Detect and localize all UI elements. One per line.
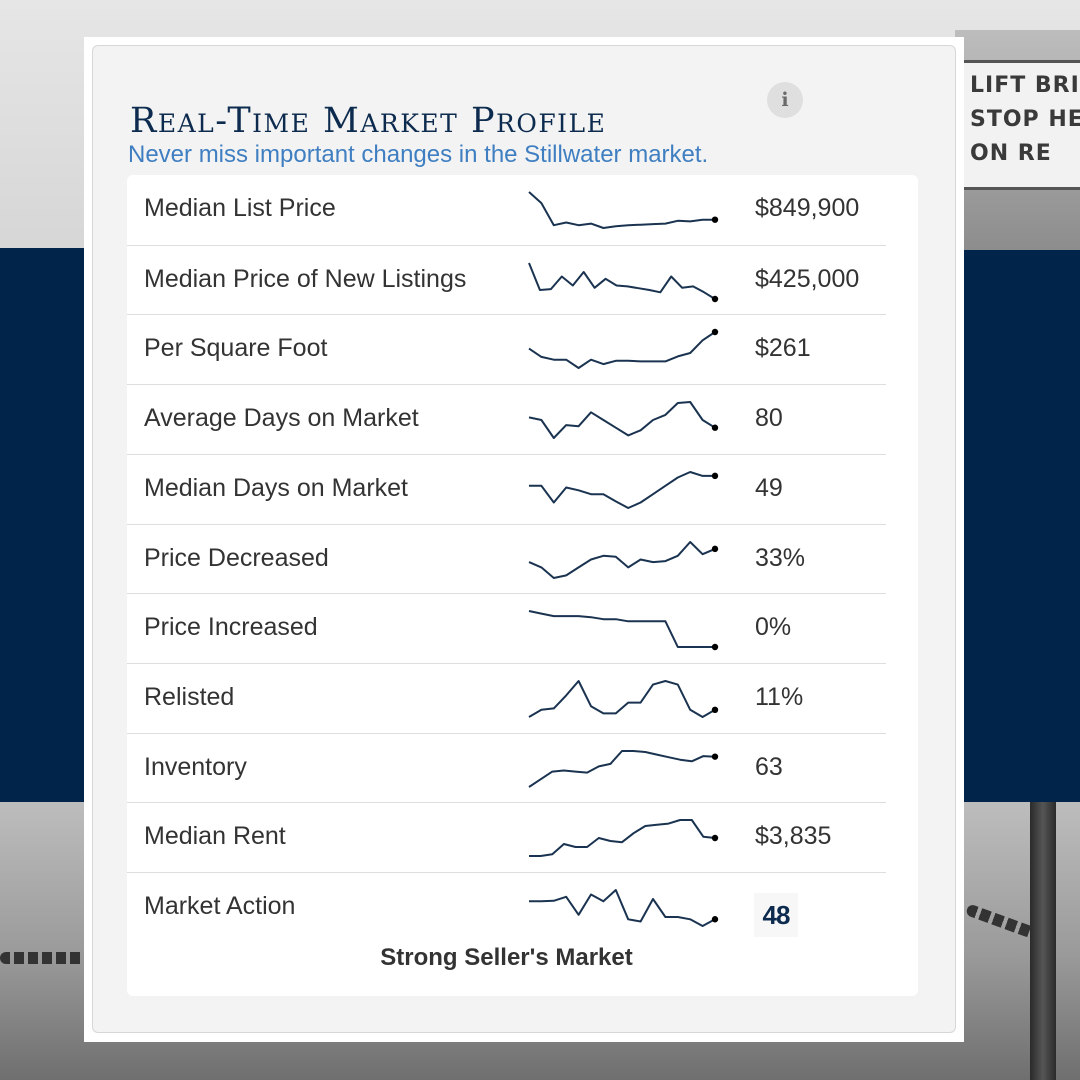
metric-label: Median List Price <box>144 194 336 222</box>
table-row[interactable]: Inventory 63 <box>127 732 886 803</box>
trend-sparkline <box>528 191 719 229</box>
metric-label: Average Days on Market <box>144 404 419 433</box>
metric-value: 0% <box>755 613 792 642</box>
subtitle: Never miss important changes in the Stil… <box>128 141 709 168</box>
trend-line <box>528 749 716 788</box>
metric-label: Per Square Foot <box>144 334 328 363</box>
page-title: Real-Time Market Profile <box>130 101 607 142</box>
trend-endpoint <box>711 643 719 651</box>
trend-endpoint <box>711 706 719 713</box>
table-row[interactable]: Median Rent $3,835 <box>127 802 886 872</box>
trend-line <box>529 819 716 858</box>
trend-sparkline <box>529 889 719 927</box>
trend-sparkline <box>528 401 719 440</box>
trend-endpoint <box>711 295 719 302</box>
trend-endpoint <box>711 424 719 432</box>
trend-sparkline <box>528 610 719 651</box>
trend-sparkline <box>529 470 719 509</box>
bridge-sign-photo: LIFT BRI STOP HE ON RE <box>955 30 1080 250</box>
table-row[interactable]: Median Days on Market 49 <box>127 453 886 524</box>
table-row[interactable]: Relisted 11% <box>127 662 886 733</box>
metric-label: Median Days on Market <box>144 473 409 502</box>
trend-line <box>529 889 716 927</box>
metric-label: Median Rent <box>144 822 286 851</box>
trend-endpoint <box>711 329 719 336</box>
table-row[interactable]: Price Decreased 33% <box>127 523 886 594</box>
trend-line <box>528 540 716 579</box>
market-action-verdict: Strong Seller's Market <box>380 944 633 971</box>
trend-sparkline <box>529 819 719 858</box>
trend-sparkline <box>528 749 719 788</box>
metric-value: 11% <box>755 682 804 711</box>
background-post <box>1030 802 1056 1080</box>
metric-label: Price Decreased <box>144 543 329 572</box>
metric-label: Market Action <box>144 892 296 920</box>
market-action-score: 48 <box>754 893 798 937</box>
metric-value: 80 <box>755 404 783 433</box>
metric-value: $425,000 <box>755 264 860 293</box>
metric-label: Inventory <box>144 752 247 781</box>
trend-sparkline <box>528 329 719 370</box>
trend-endpoint <box>711 916 719 923</box>
trend-endpoint <box>711 472 719 479</box>
info-icon[interactable]: i <box>767 82 803 118</box>
metric-value: $3,835 <box>755 822 832 851</box>
trend-line <box>528 610 715 649</box>
trend-sparkline <box>528 540 719 579</box>
trend-line <box>528 331 716 370</box>
trend-line <box>528 401 716 440</box>
metric-value: $261 <box>755 334 811 363</box>
trend-line <box>528 679 716 718</box>
trend-sparkline <box>528 262 719 302</box>
table-row[interactable]: Median List Price $849,900 <box>127 175 886 245</box>
metric-value: 33% <box>755 543 806 572</box>
metric-value: 63 <box>755 752 783 781</box>
metric-value: 49 <box>755 473 783 502</box>
metric-label: Price Increased <box>144 613 318 642</box>
metric-label: Relisted <box>144 682 235 711</box>
table-row[interactable]: Per Square Foot $261 <box>127 314 886 384</box>
table-row[interactable]: Median Price of New Listings $425,000 <box>127 244 886 315</box>
trend-endpoint <box>711 753 719 760</box>
trend-sparkline <box>528 679 719 718</box>
trend-line <box>528 191 715 229</box>
trend-line <box>528 262 716 300</box>
background-chain <box>0 952 90 964</box>
table-row[interactable]: Price Increased 0% <box>127 593 886 663</box>
sign-board: LIFT BRI STOP HE ON RE <box>961 60 1080 190</box>
metric-value: $849,900 <box>755 194 860 222</box>
trend-endpoint <box>711 545 719 552</box>
trend-endpoint <box>711 216 719 223</box>
table-row[interactable]: Average Days on Market 80 <box>127 384 886 454</box>
trend-endpoint <box>711 835 719 842</box>
table-row[interactable]: Market Action <box>127 872 886 942</box>
metric-label: Median Price of New Listings <box>144 264 467 293</box>
metrics-panel <box>127 175 918 996</box>
trend-line <box>529 470 715 509</box>
